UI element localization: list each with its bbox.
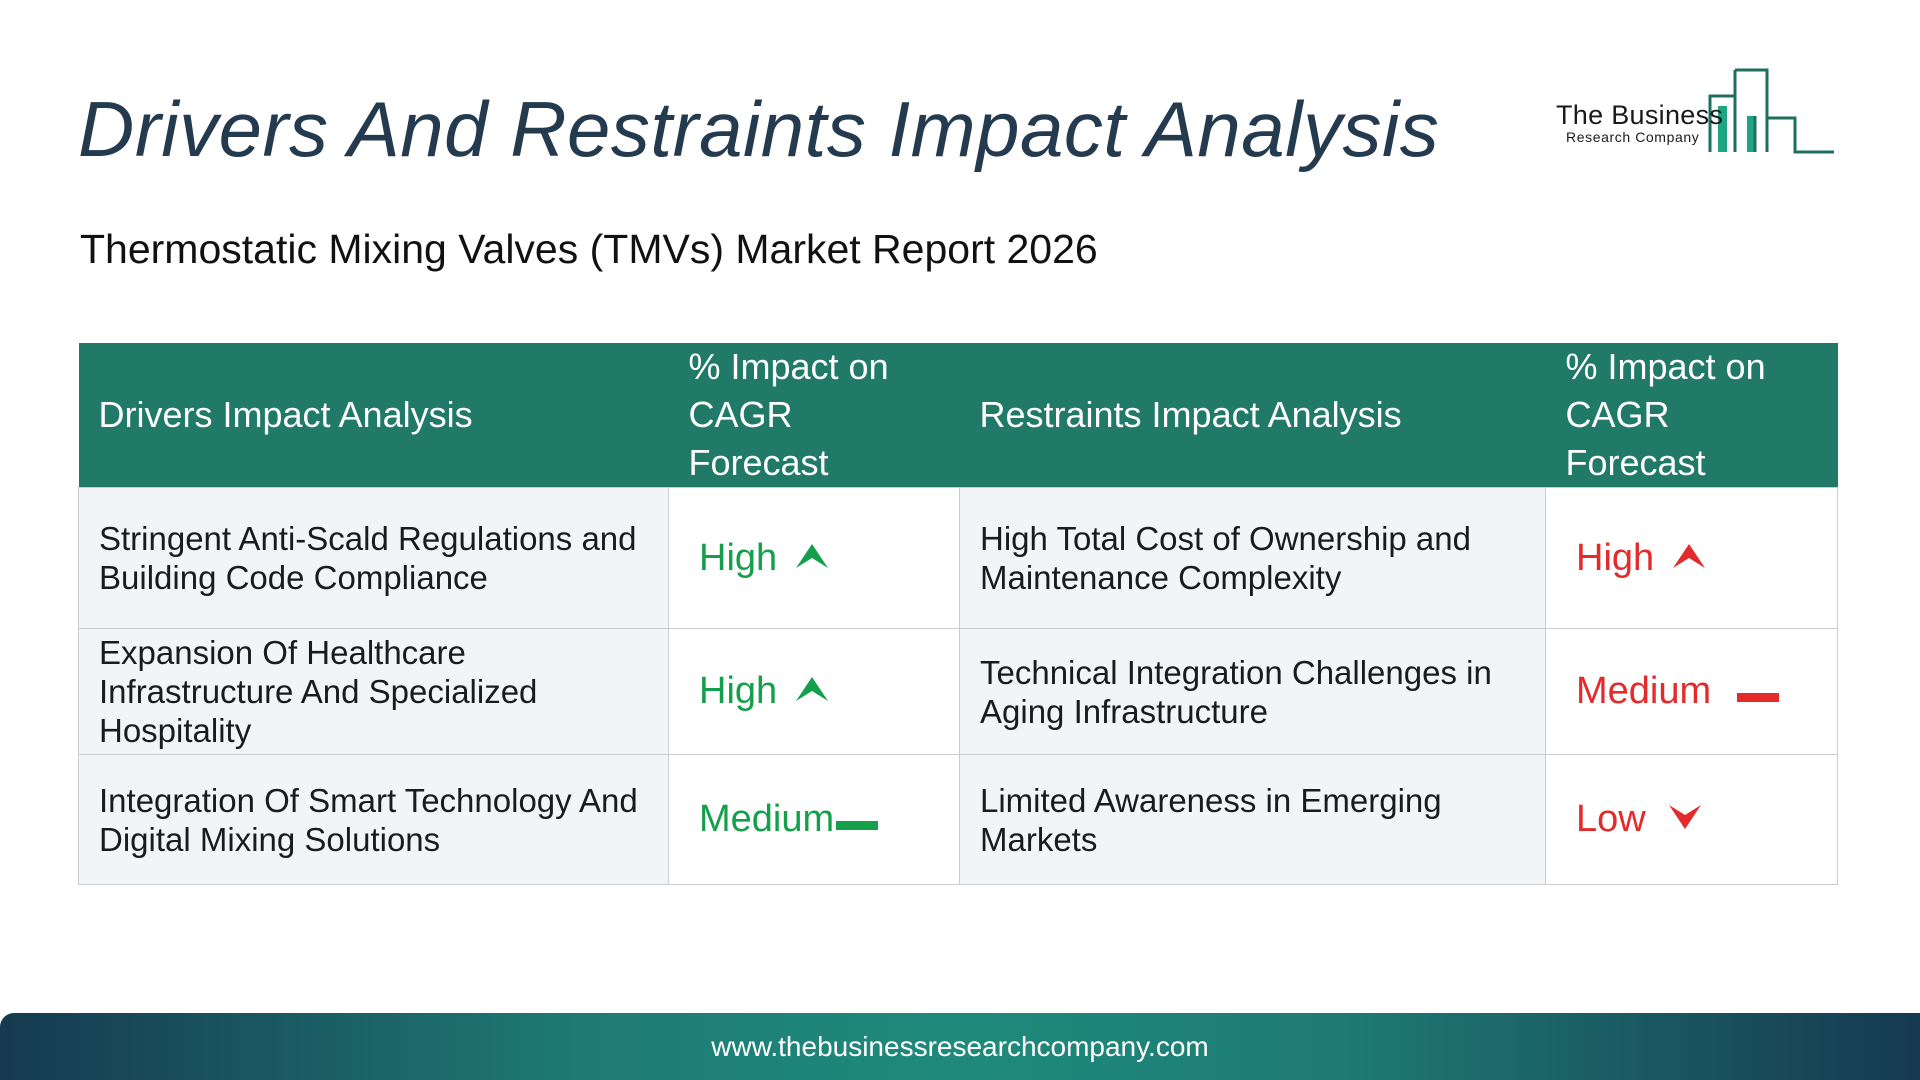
arrow-down-icon	[1668, 800, 1702, 839]
impact-level: High	[699, 536, 778, 579]
driver-impact-cell: Medium	[668, 754, 960, 885]
restraints-header: Restraints Impact Analysis	[959, 343, 1546, 488]
page-title: Drivers And Restraints Impact Analysis	[78, 85, 1440, 173]
dash-icon	[836, 800, 879, 839]
footer-bar: www.thebusinessresearchcompany.com	[0, 1013, 1920, 1080]
logo-buildings-icon	[1708, 68, 1834, 154]
restraint-impact-cell: Low	[1545, 754, 1838, 885]
logo-subtitle: Research Company	[1566, 129, 1700, 145]
table-row: Expansion Of Healthcare Infrastructure A…	[78, 628, 1838, 755]
driver-cell: Stringent Anti-Scald Regulations and Bui…	[78, 487, 669, 629]
logo-name: The Business	[1556, 100, 1724, 130]
dash-icon	[1737, 672, 1780, 711]
drivers-impact-header: % Impact on CAGR Forecast	[668, 343, 960, 488]
drivers-header: Drivers Impact Analysis	[78, 343, 669, 488]
footer-url[interactable]: www.thebusinessresearchcompany.com	[711, 1031, 1209, 1062]
arrow-up-icon	[1672, 539, 1706, 578]
restraint-impact-cell: High	[1545, 487, 1838, 629]
arrow-up-icon	[795, 672, 829, 711]
restraint-cell: High Total Cost of Ownership and Mainten…	[959, 487, 1546, 629]
restraints-impact-header: % Impact on CAGR Forecast	[1545, 343, 1838, 488]
impact-level: High	[699, 670, 778, 712]
driver-cell: Expansion Of Healthcare Infrastructure A…	[78, 628, 669, 755]
table-row: Integration Of Smart Technology And Digi…	[78, 754, 1838, 885]
impact-level: Medium	[699, 798, 835, 840]
restraint-impact-cell: Medium	[1545, 628, 1838, 755]
restraint-cell: Technical Integration Challenges in Agin…	[959, 628, 1546, 755]
table-header-row: Drivers Impact Analysis % Impact on CAGR…	[78, 343, 1838, 488]
arrow-up-icon	[795, 539, 829, 578]
restraint-cell: Limited Awareness in Emerging Markets	[959, 754, 1546, 885]
driver-impact-cell: High	[668, 628, 960, 755]
company-logo: The Business Research Company	[1550, 66, 1840, 156]
impact-level: High	[1576, 536, 1655, 579]
table-row: Stringent Anti-Scald Regulations and Bui…	[78, 487, 1838, 629]
impact-level: Medium	[1576, 670, 1712, 712]
impact-level: Low	[1576, 798, 1646, 840]
driver-impact-cell: High	[668, 487, 960, 629]
impact-table: Drivers Impact Analysis % Impact on CAGR…	[78, 343, 1838, 885]
report-subtitle: Thermostatic Mixing Valves (TMVs) Market…	[80, 226, 1098, 272]
driver-cell: Integration Of Smart Technology And Digi…	[78, 754, 669, 885]
